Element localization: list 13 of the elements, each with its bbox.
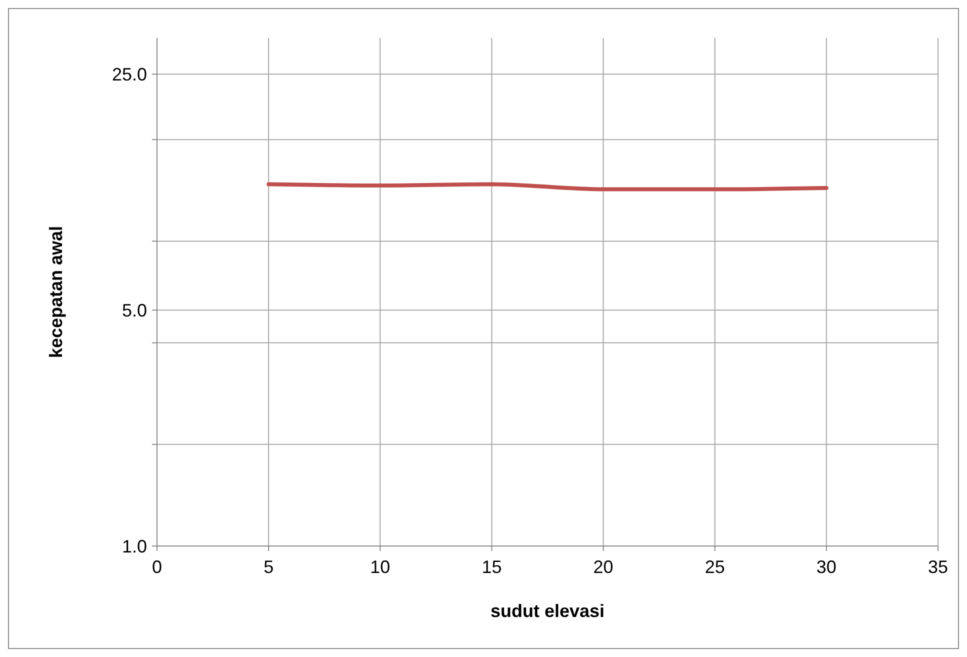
y-tick-label: 25.0 (112, 64, 147, 84)
x-tick-label: 15 (482, 557, 502, 577)
x-axis-title: sudut elevasi (490, 601, 605, 621)
x-tick-label: 0 (152, 557, 162, 577)
x-tick-label: 30 (816, 557, 836, 577)
x-tick-label: 20 (593, 557, 614, 577)
y-tick-label: 1.0 (122, 536, 147, 556)
x-tick-label: 5 (264, 557, 274, 577)
y-axis-title: kecepatan awal (46, 226, 66, 358)
x-tick-label: 10 (370, 557, 390, 577)
x-tick-label: 25 (704, 557, 725, 577)
y-tick-label: 5.0 (122, 300, 147, 320)
x-tick-label: 35 (928, 557, 948, 577)
